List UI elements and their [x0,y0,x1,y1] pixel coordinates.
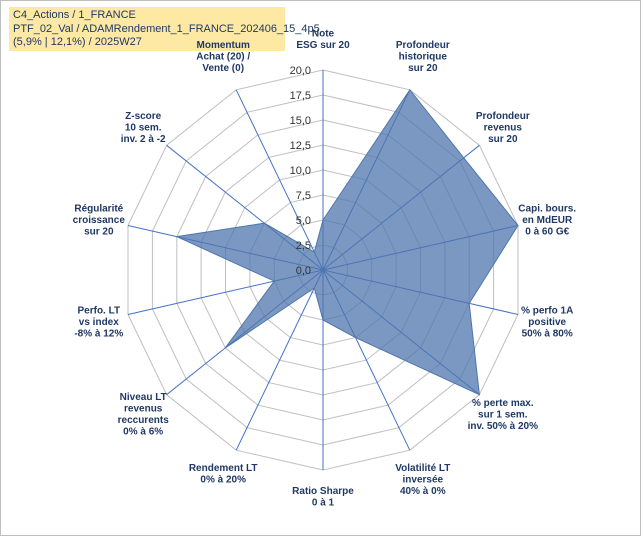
axis-label-4: % perfo 1A positive 50% à 80% [521,306,573,340]
title-line-2: PTF_02_Val / ADAMRendement_1_FRANCE_2024… [13,22,320,35]
axis-label-5: % perte max. sur 1 sem. inv. 50% à 20% [468,398,539,432]
axis-label-line: Régularité [74,203,123,214]
axis-label-line: Achat (20) / [196,51,250,62]
axis-label-line: -8% à 12% [74,329,123,340]
axis-label-line: sur 20 [408,63,438,74]
axis-label-8: Rendement LT 0% à 20% [189,463,258,486]
axis-label-2: Profondeur revenus sur 20 [476,111,530,145]
axis-label-11: Régularité croissance sur 20 [73,203,126,237]
axis-label-line: 0 à 1 [312,498,335,509]
axis-label-line: croissance [73,215,126,226]
title-line-3: (5,9% | 12,1%) / 2025W27 [13,36,142,48]
axis-label-line: 40% à 0% [400,486,446,497]
axis-label-line: revenus [124,404,163,415]
axis-label-line: vs index [79,317,119,328]
tick-label: 10,0 [290,165,311,177]
axis-label-line: 10 sem. [125,123,162,134]
axis-label-line: Note [312,29,335,40]
title-line-1: C4_Actions / 1_FRANCE [13,9,136,21]
axis-label-line: Niveau LT [120,392,167,403]
axis-label-line: 50% à 80% [522,329,573,340]
axis-label-13: Momentum Achat (20) / Vente (0) [196,40,250,74]
axis-label-line: sur 20 [488,134,518,145]
radar-axis-labels: Note ESG sur 20 Profondeur historique sur 20… [73,29,577,509]
tick-label: 20,0 [290,65,311,77]
axis-label-line: 0% à 6% [123,427,163,438]
tick-label: 12,5 [290,140,311,152]
axis-label-line: 0% à 20% [200,475,246,486]
axis-label-line: revenus [484,123,523,134]
axis-label-line: sur 20 [84,226,114,237]
axis-label-line: en MdEUR [522,215,573,226]
axis-label-9: Niveau LT revenus reccurents 0% à 6% [118,392,170,438]
spoke-13 [235,89,324,271]
axis-label-line: historique [399,51,448,62]
axis-label-line: Volatilité LT [395,463,450,474]
axis-label-line: Vente (0) [202,63,244,74]
axis-label-line: Rendement LT [189,463,258,474]
axis-label-6: Volatilité LT inversée 40% à 0% [395,463,450,497]
axis-label-line: ESG sur 20 [296,40,350,51]
axis-label-1: Profondeur historique sur 20 [396,40,450,74]
tick-label: 0,0 [296,265,311,277]
axis-label-12: Z-score 10 sem. inv. 2 à -2 [121,111,166,145]
spoke-8 [235,269,324,451]
tick-label: 17,5 [290,90,311,102]
axis-label-line: % perfo 1A [521,306,573,317]
axis-label-line: Perfo. LT [78,306,121,317]
axis-label-line: Profondeur [476,111,530,122]
data-area [175,88,519,396]
axis-label-line: inversée [403,475,444,486]
tick-label: 2,5 [296,240,311,252]
axis-label-line: Capi. bours. [518,203,576,214]
tick-label: 5,0 [296,215,311,227]
axis-label-line: positive [528,317,566,328]
axis-label-line: Profondeur [396,40,450,51]
tick-label: 7,5 [296,190,311,202]
axis-label-7: Ratio Sharpe 0 à 1 [292,486,354,509]
axis-label-line: Ratio Sharpe [292,486,354,497]
axis-label-0: Note ESG sur 20 [296,29,350,52]
chart-title-box: C4_Actions / 1_FRANCE PTF_02_Val / ADAMR… [9,7,320,51]
radar-series [175,88,519,396]
tick-label: 15,0 [290,115,311,127]
radar-tick-labels: 0,0 2,5 5,0 7,5 10,0 12,5 15,0 17,5 20,0 [290,65,311,277]
axis-label-line: % perte max. [472,398,534,409]
axis-label-line: 0 à 60 G€ [525,226,569,237]
axis-label-line: Z-score [125,111,162,122]
axis-label-line: Momentum [197,40,250,51]
axis-label-line: sur 1 sem. [478,409,528,420]
axis-label-3: Capi. bours. en MdEUR 0 à 60 G€ [518,203,576,237]
axis-label-line: inv. 2 à -2 [121,134,166,145]
axis-label-10: Perfo. LT vs index -8% à 12% [74,306,123,340]
axis-label-line: inv. 50% à 20% [468,421,539,432]
axis-label-line: reccurents [118,415,170,426]
